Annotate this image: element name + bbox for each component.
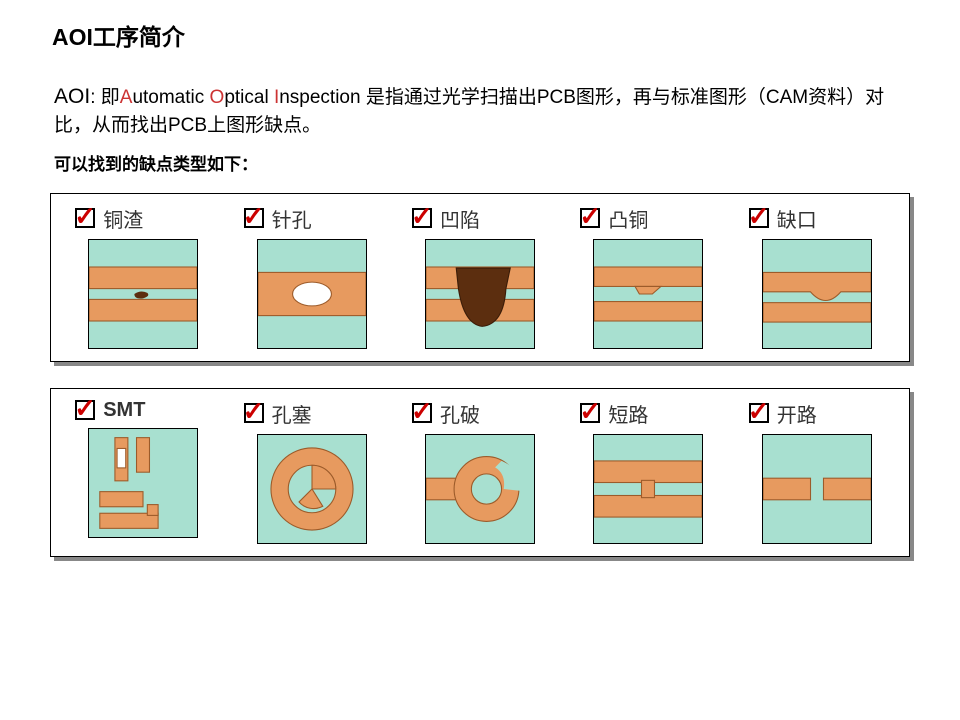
intro-colon: : 即 [90, 87, 120, 108]
defect-label: 凹陷 [440, 204, 480, 233]
checkmark-icon: ✓ [74, 203, 96, 229]
checkmark-icon: ✓ [579, 398, 601, 424]
defect-hole-plug: ✓ 孔塞 [232, 399, 392, 544]
defect-panel-1: ✓ 铜渣 ✓ [50, 193, 910, 362]
checkmark-icon: ✓ [411, 398, 433, 424]
defect-thumb-smt [88, 428, 198, 538]
defect-label: 开路 [777, 399, 817, 428]
defect-nick: ✓ 缺口 [737, 204, 897, 349]
defect-short: ✓ 短路 [568, 399, 728, 544]
defect-label: 凸铜 [608, 204, 648, 233]
checkmark-icon: ✓ [748, 203, 770, 229]
checkbox-icon: ✓ [244, 403, 264, 423]
defect-copper-slag: ✓ 铜渣 [63, 204, 223, 349]
intro-rest-a: utomatic [132, 87, 209, 108]
defect-label: 孔破 [440, 399, 480, 428]
defect-label: 铜渣 [103, 204, 143, 233]
intro-subline: 可以找到的缺点类型如下： [54, 150, 910, 175]
checkbox-icon: ✓ [749, 403, 769, 423]
defect-dent: ✓ 凹陷 [400, 204, 560, 349]
checkbox-icon: ✓ [244, 208, 264, 228]
defect-thumb-copper-slag [88, 239, 198, 349]
defect-smt: ✓ SMT [63, 399, 223, 538]
checkmark-icon: ✓ [579, 203, 601, 229]
defect-hole-break: ✓ 孔破 [400, 399, 560, 544]
checkbox-icon: ✓ [412, 208, 432, 228]
intro-text: AOI: 即Automatic Optical Inspection 是指通过光… [54, 82, 910, 140]
defect-open: ✓ 开路 [737, 399, 897, 544]
defect-thumb-protrusion [593, 239, 703, 349]
checkmark-icon: ✓ [243, 203, 265, 229]
defect-thumb-pinhole [257, 239, 367, 349]
checkbox-icon: ✓ [75, 400, 95, 420]
defect-label: SMT [103, 399, 145, 422]
checkbox-icon: ✓ [580, 208, 600, 228]
defect-thumb-hole-break [425, 434, 535, 544]
defect-pinhole: ✓ 针孔 [232, 204, 392, 349]
checkmark-icon: ✓ [74, 395, 96, 421]
defect-thumb-nick [762, 239, 872, 349]
defect-label: 孔塞 [272, 399, 312, 428]
intro-block: AOI: 即Automatic Optical Inspection 是指通过光… [54, 82, 910, 175]
checkbox-icon: ✓ [749, 208, 769, 228]
defect-label: 短路 [608, 399, 648, 428]
page-title: AOI工序简介 [52, 18, 910, 52]
checkmark-icon: ✓ [411, 203, 433, 229]
defect-thumb-short [593, 434, 703, 544]
intro-prefix: AOI [54, 85, 90, 108]
intro-hl-o: O [210, 87, 225, 108]
intro-rest-o: ptical [224, 87, 274, 108]
defect-protrusion: ✓ 凸铜 [568, 204, 728, 349]
checkbox-icon: ✓ [75, 208, 95, 228]
checkmark-icon: ✓ [243, 398, 265, 424]
defect-thumb-dent [425, 239, 535, 349]
defect-label: 缺口 [777, 204, 817, 233]
defect-thumb-open [762, 434, 872, 544]
defect-label: 针孔 [272, 204, 312, 233]
checkmark-icon: ✓ [748, 398, 770, 424]
checkbox-icon: ✓ [412, 403, 432, 423]
defect-thumb-hole-plug [257, 434, 367, 544]
defect-panel-2: ✓ SMT [50, 388, 910, 557]
checkbox-icon: ✓ [580, 403, 600, 423]
intro-hl-a: A [120, 87, 133, 108]
